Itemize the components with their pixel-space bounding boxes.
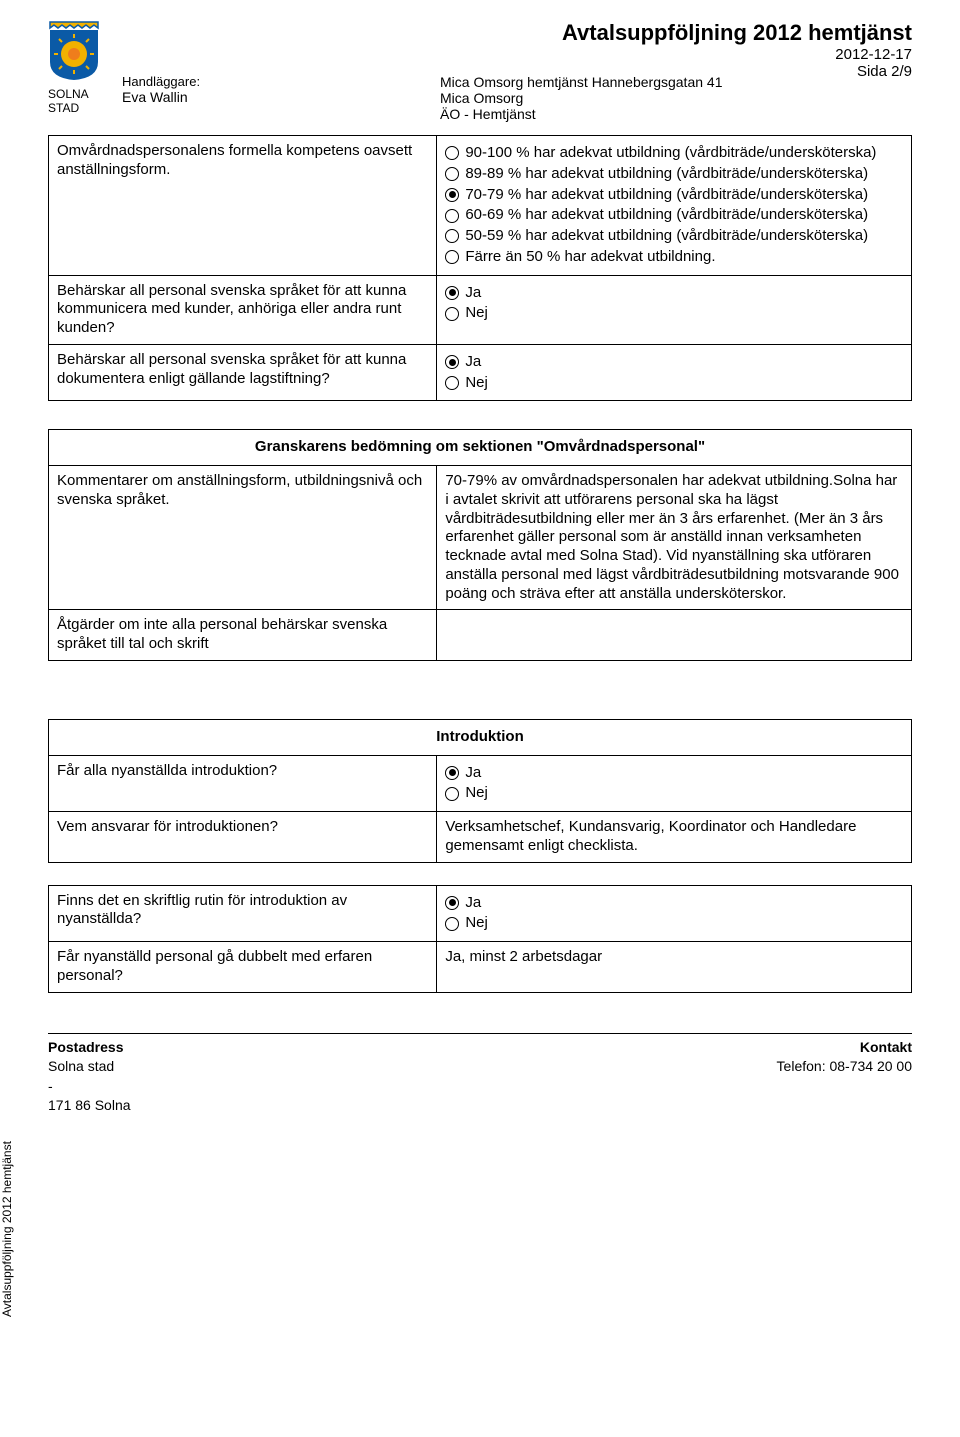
radio-label: Färre än 50 % har adekvat utbildning. xyxy=(465,248,715,267)
question-cell: Kommentarer om anställningsform, utbildn… xyxy=(49,466,437,610)
radio-label: 50-59 % har adekvat utbildning (vårdbitr… xyxy=(465,227,868,246)
radio-icon xyxy=(445,286,459,300)
form-row: Vem ansvarar för introduktionen?Verksamh… xyxy=(49,812,912,863)
subject-line-2: Mica Omsorg xyxy=(440,90,722,106)
form-row: Behärskar all personal svenska språket f… xyxy=(49,344,912,401)
section1-body: Omvårdnadspersonalens formella kompetens… xyxy=(49,136,912,401)
footer-left-2: - xyxy=(48,1077,131,1097)
radio-label: Ja xyxy=(465,353,481,372)
section3-table: Introduktion Får alla nyanställda introd… xyxy=(48,719,912,863)
footer-left-1: Solna stad xyxy=(48,1057,131,1077)
form-row: Behärskar all personal svenska språket f… xyxy=(49,275,912,344)
question-cell: Finns det en skriftlig rutin för introdu… xyxy=(49,885,437,942)
radio-icon xyxy=(445,896,459,910)
footer-right-head: Kontakt xyxy=(777,1038,912,1058)
radio-label: Ja xyxy=(465,894,481,913)
answer-cell: Ja Nej xyxy=(437,344,912,401)
answer-cell: Ja, minst 2 arbetsdagar xyxy=(437,942,912,993)
radio-option[interactable]: 50-59 % har adekvat utbildning (vårdbitr… xyxy=(445,227,903,246)
radio-label: Ja xyxy=(465,284,481,303)
radio-label: 60-69 % har adekvat utbildning (vårdbitr… xyxy=(465,206,868,225)
radio-icon xyxy=(445,188,459,202)
section4-table: Finns det en skriftlig rutin för introdu… xyxy=(48,885,912,993)
question-cell: Behärskar all personal svenska språket f… xyxy=(49,344,437,401)
answer-cell: JaNej xyxy=(437,275,912,344)
radio-option[interactable]: 89-89 % har adekvat utbildning (vårdbitr… xyxy=(445,165,903,184)
radio-icon xyxy=(445,146,459,160)
radio-option[interactable]: Nej xyxy=(445,304,903,323)
radio-label: Ja xyxy=(465,764,481,783)
radio-option[interactable]: 70-79 % har adekvat utbildning (vårdbitr… xyxy=(445,186,903,205)
solna-logo xyxy=(48,20,100,80)
radio-option[interactable]: Ja xyxy=(445,284,903,303)
radio-label: 89-89 % har adekvat utbildning (vårdbitr… xyxy=(465,165,868,184)
radio-icon xyxy=(445,250,459,264)
answer-cell: Verksamhetschef, Kundansvarig, Koordinat… xyxy=(437,812,912,863)
question-cell: Omvårdnadspersonalens formella kompetens… xyxy=(49,136,437,276)
radio-option[interactable]: Nej xyxy=(445,374,903,393)
radio-label: Nej xyxy=(465,304,488,323)
section2-table: Granskarens bedömning om sektionen "Omvå… xyxy=(48,429,912,661)
form-row: Får alla nyanställda introduktion?JaNej xyxy=(49,755,912,812)
radio-icon xyxy=(445,376,459,390)
question-cell: Åtgärder om inte alla personal behärskar… xyxy=(49,610,437,661)
answer-cell: 70-79% av omvårdnadspersonalen har adekv… xyxy=(437,466,912,610)
question-cell: Behärskar all personal svenska språket f… xyxy=(49,275,437,344)
subject-line-1: Mica Omsorg hemtjänst Hannebergsgatan 41 xyxy=(440,74,722,90)
side-vertical-text: Avtalsuppföljning 2012 hemtjänst xyxy=(0,1141,14,1317)
radio-icon xyxy=(445,307,459,321)
answer-cell: JaNej xyxy=(437,755,912,812)
radio-option[interactable]: 90-100 % har adekvat utbildning (vårdbit… xyxy=(445,144,903,163)
radio-label: Nej xyxy=(465,374,488,393)
footer-left-head: Postadress xyxy=(48,1038,131,1058)
section1-table: Omvårdnadspersonalens formella kompetens… xyxy=(48,135,912,401)
radio-icon xyxy=(445,766,459,780)
footer-right-1: Telefon: 08-734 20 00 xyxy=(777,1057,912,1077)
radio-option[interactable]: Nej xyxy=(445,914,903,933)
form-row: Åtgärder om inte alla personal behärskar… xyxy=(49,610,912,661)
radio-label: Nej xyxy=(465,914,488,933)
radio-label: Nej xyxy=(465,784,488,803)
page-footer: Postadress Solna stad - 171 86 Solna Kon… xyxy=(48,1033,912,1116)
question-cell: Får alla nyanställda introduktion? xyxy=(49,755,437,812)
answer-cell: 90-100 % har adekvat utbildning (vårdbit… xyxy=(437,136,912,276)
radio-option[interactable]: Färre än 50 % har adekvat utbildning. xyxy=(445,248,903,267)
section4-body: Finns det en skriftlig rutin för introdu… xyxy=(49,885,912,992)
radio-icon xyxy=(445,917,459,931)
section2-body: Kommentarer om anställningsform, utbildn… xyxy=(49,466,912,661)
answer-cell xyxy=(437,610,912,661)
question-cell: Får nyanställd personal gå dubbelt med e… xyxy=(49,942,437,993)
radio-option[interactable]: Ja xyxy=(445,764,903,783)
subject-block: Mica Omsorg hemtjänst Hannebergsgatan 41… xyxy=(440,20,722,122)
section3-title: Introduktion xyxy=(49,719,912,755)
section3-body: Får alla nyanställda introduktion?JaNejV… xyxy=(49,755,912,862)
radio-label: 90-100 % har adekvat utbildning (vårdbit… xyxy=(465,144,876,163)
radio-icon xyxy=(445,209,459,223)
footer-left-3: 171 86 Solna xyxy=(48,1096,131,1116)
radio-option[interactable]: 60-69 % har adekvat utbildning (vårdbitr… xyxy=(445,206,903,225)
radio-icon xyxy=(445,167,459,181)
radio-option[interactable]: Ja xyxy=(445,894,903,913)
subject-line-3: ÄO - Hemtjänst xyxy=(440,106,722,122)
radio-option[interactable]: Ja xyxy=(445,353,903,372)
radio-label: 70-79 % har adekvat utbildning (vårdbitr… xyxy=(465,186,868,205)
question-cell: Vem ansvarar för introduktionen? xyxy=(49,812,437,863)
section2-title: Granskarens bedömning om sektionen "Omvå… xyxy=(49,430,912,466)
form-row: Får nyanställd personal gå dubbelt med e… xyxy=(49,942,912,993)
radio-icon xyxy=(445,229,459,243)
form-row: Omvårdnadspersonalens formella kompetens… xyxy=(49,136,912,276)
radio-icon xyxy=(445,787,459,801)
radio-icon xyxy=(445,355,459,369)
form-row: Finns det en skriftlig rutin för introdu… xyxy=(49,885,912,942)
radio-option[interactable]: Nej xyxy=(445,784,903,803)
form-row: Kommentarer om anställningsform, utbildn… xyxy=(49,466,912,610)
answer-cell: JaNej xyxy=(437,885,912,942)
org-label: SOLNA STAD xyxy=(48,87,122,115)
